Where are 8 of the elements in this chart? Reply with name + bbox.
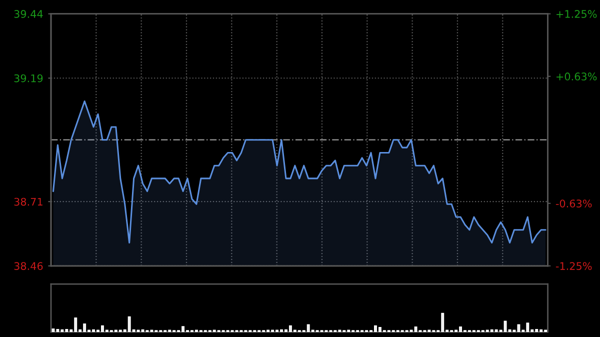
y2-tick-label: -0.63% <box>556 200 592 208</box>
y-tick-label: 38.71 <box>14 198 42 206</box>
y-tick-label: 39.44 <box>14 10 43 18</box>
y2-tick-label: +0.63% <box>556 72 597 80</box>
y-tick-label: 39.19 <box>14 74 43 82</box>
y2-tick-label: -1.25% <box>556 262 592 270</box>
y2-tick-label: +1.25% <box>556 10 597 18</box>
y-tick-label: 38.46 <box>14 262 43 270</box>
